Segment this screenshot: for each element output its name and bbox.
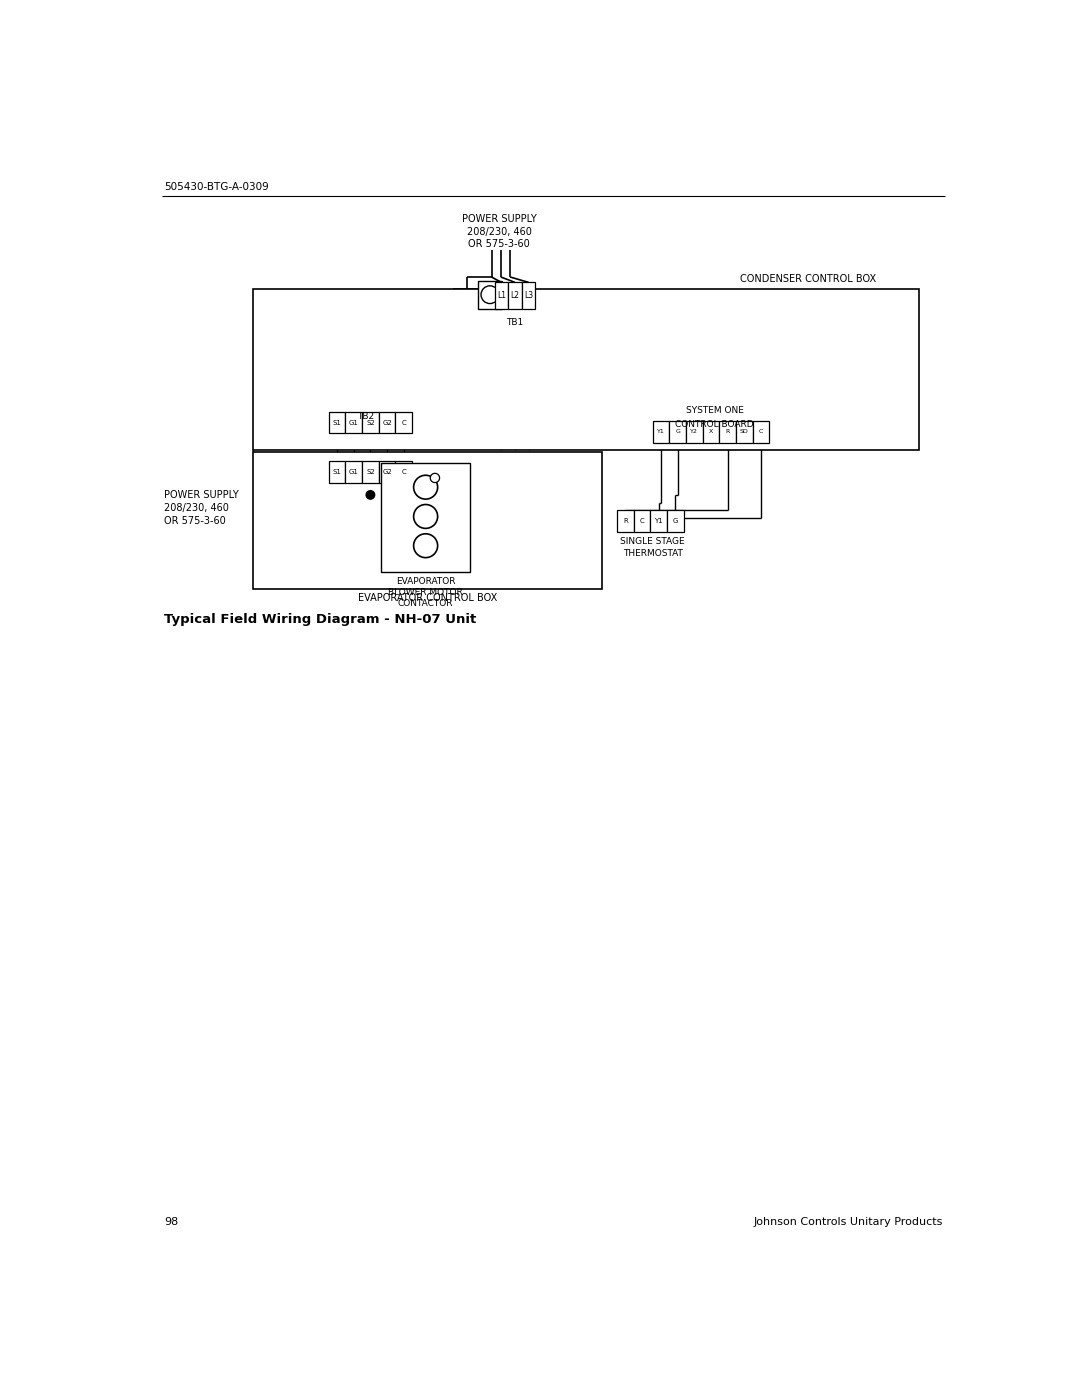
Bar [379,412,395,433]
Bar [362,412,379,433]
Text: C: C [402,469,406,475]
Text: 208/230, 460: 208/230, 460 [467,226,531,236]
Text: R: R [623,518,627,524]
Circle shape [366,490,375,499]
Bar [253,289,919,450]
Text: EVAPORATOR CONTROL BOX: EVAPORATOR CONTROL BOX [357,594,497,604]
Text: CONTACTOR: CONTACTOR [397,599,454,608]
Circle shape [414,504,437,528]
Text: CONDENSER CONTROL BOX: CONDENSER CONTROL BOX [740,274,876,285]
Bar [477,281,502,309]
Text: TB2: TB2 [356,412,374,420]
Text: G1: G1 [349,469,359,475]
Text: Typical Field Wiring Diagram - NH-07 Unit: Typical Field Wiring Diagram - NH-07 Uni… [164,613,476,626]
Text: S1: S1 [333,469,341,475]
Bar [328,412,346,433]
Bar [328,461,346,482]
Bar [495,282,509,309]
Bar [703,420,719,443]
Bar [362,461,379,482]
Bar [719,420,735,443]
Bar [686,420,703,443]
Text: C: C [759,429,764,434]
Bar [652,420,670,443]
Circle shape [414,475,437,499]
Text: OR 575-3-60: OR 575-3-60 [164,515,226,527]
Text: L1: L1 [497,291,505,300]
Text: G2: G2 [382,469,392,475]
Bar [509,282,522,309]
Text: S2: S2 [366,419,375,426]
Text: G: G [675,429,680,434]
Bar [346,461,362,482]
Text: 208/230, 460: 208/230, 460 [164,503,229,513]
Bar [381,462,470,571]
Bar [522,282,536,309]
Text: G: G [673,518,678,524]
Text: Y1: Y1 [654,518,663,524]
Circle shape [430,474,440,482]
Bar [753,420,769,443]
Text: S1: S1 [333,419,341,426]
Bar [617,510,634,532]
Bar [395,461,413,482]
Text: L3: L3 [524,291,534,300]
Text: Johnson Controls Unitary Products: Johnson Controls Unitary Products [753,1217,943,1227]
Text: THERMOSTAT: THERMOSTAT [623,549,683,557]
Text: G1: G1 [349,419,359,426]
Bar [670,420,686,443]
Bar [395,412,413,433]
Text: G2: G2 [382,419,392,426]
Bar [650,510,667,532]
Text: S2: S2 [366,469,375,475]
Bar [667,510,684,532]
Bar [634,510,650,532]
Circle shape [414,534,437,557]
Bar [735,420,753,443]
Text: SINGLE STAGE: SINGLE STAGE [620,536,685,546]
Text: POWER SUPPLY: POWER SUPPLY [164,490,239,500]
Text: SYSTEM ONE: SYSTEM ONE [686,405,744,415]
Bar [379,461,395,482]
Text: CONTROL BOARD: CONTROL BOARD [675,419,754,429]
Bar [346,412,362,433]
Circle shape [481,286,499,303]
Text: 98: 98 [164,1217,178,1227]
Text: OR 575-3-60: OR 575-3-60 [469,239,530,249]
Text: X: X [708,429,713,434]
Text: Y2: Y2 [690,429,699,434]
Text: BLOWER MOTOR: BLOWER MOTOR [388,588,463,597]
Text: C: C [402,419,406,426]
Text: 505430-BTG-A-0309: 505430-BTG-A-0309 [164,182,269,191]
Text: TB1: TB1 [507,319,524,327]
Text: SD: SD [740,429,748,434]
Bar [253,451,602,588]
Text: EVAPORATOR: EVAPORATOR [396,577,456,587]
Text: R: R [726,429,730,434]
Text: C: C [639,518,645,524]
Text: Y1: Y1 [657,429,665,434]
Text: POWER SUPPLY: POWER SUPPLY [462,214,537,225]
Text: L2: L2 [511,291,519,300]
